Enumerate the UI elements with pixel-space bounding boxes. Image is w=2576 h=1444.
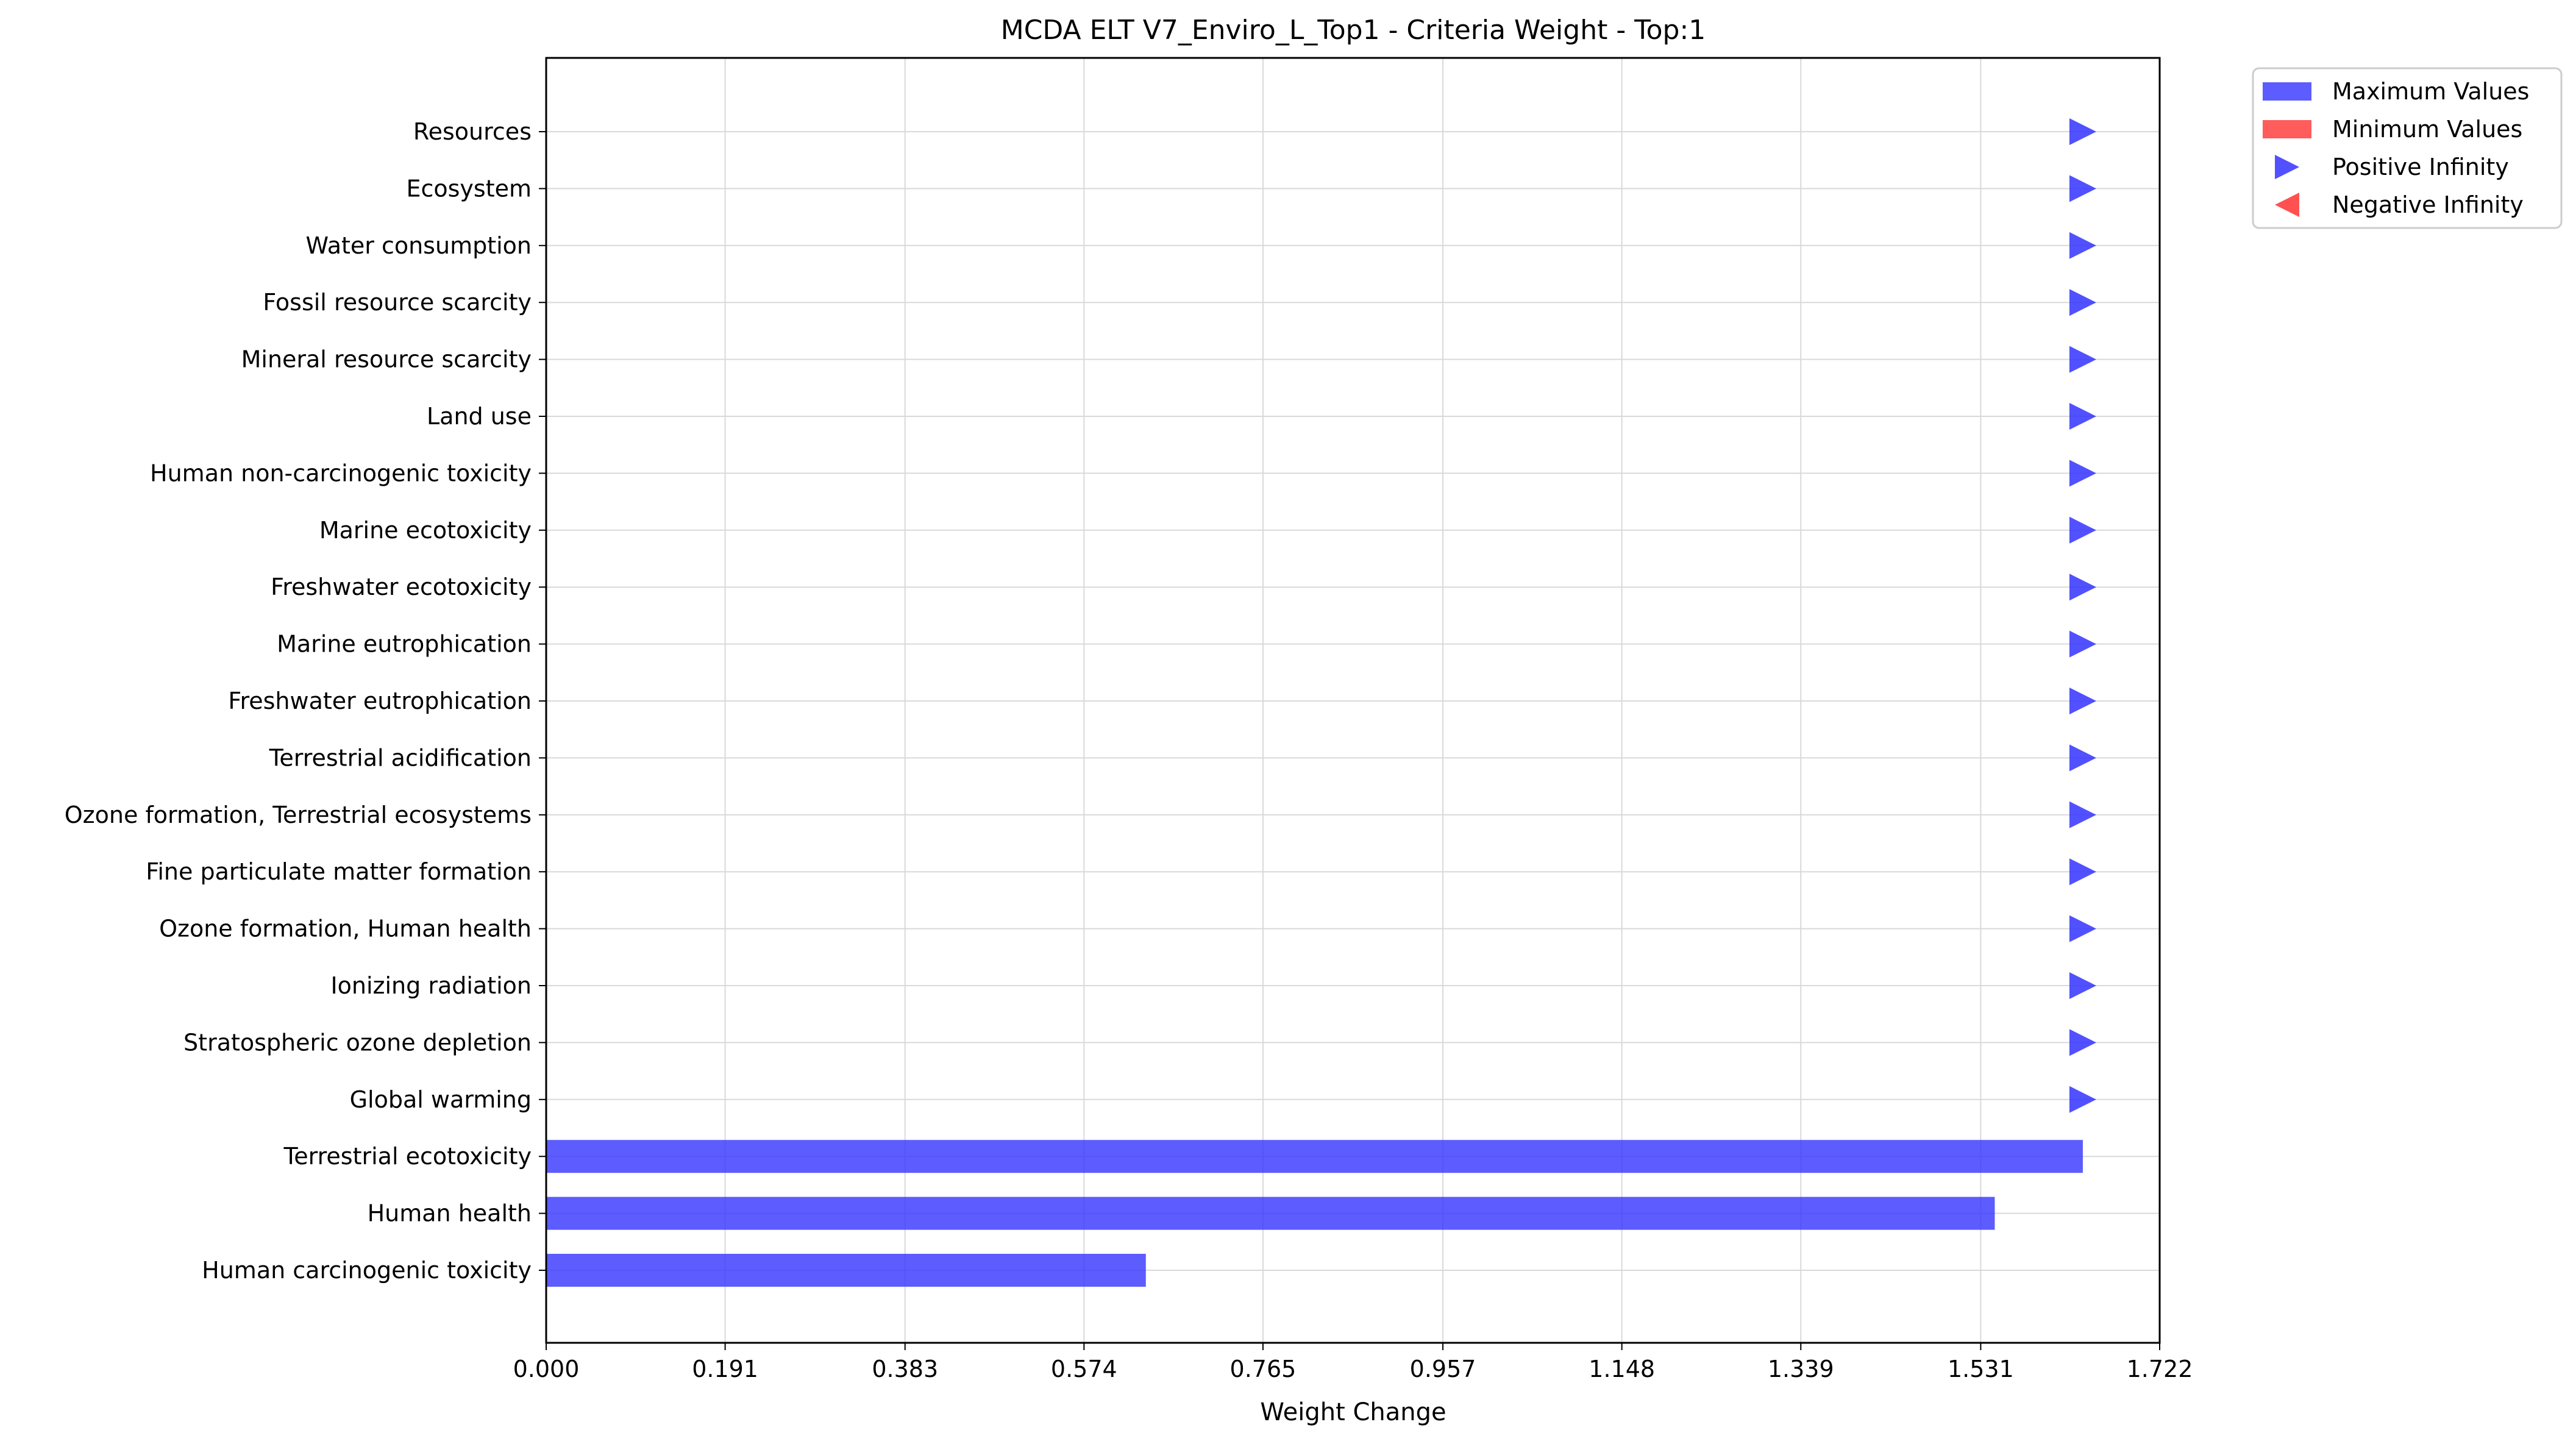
positive-infinity-marker [2069, 915, 2096, 942]
y-tick-label: Marine ecotoxicity [319, 517, 532, 544]
y-tick-label: Human health [368, 1200, 532, 1227]
max-value-bar [546, 1197, 1995, 1230]
x-tick-label: 1.722 [2127, 1356, 2193, 1382]
y-tick-label: Freshwater ecotoxicity [271, 574, 532, 600]
legend-frame [2252, 67, 2563, 229]
positive-infinity-marker [2069, 346, 2096, 373]
positive-infinity-marker [2069, 289, 2096, 316]
y-tick-label: Terrestrial acidification [269, 744, 532, 771]
x-tick-label: 0.191 [692, 1356, 758, 1382]
y-tick-label: Ionizing radiation [330, 972, 532, 999]
y-tick-label: Freshwater eutrophication [228, 688, 532, 714]
legend-swatch [2263, 82, 2311, 101]
positive-infinity-marker [2069, 460, 2096, 487]
x-tick-label: 1.148 [1589, 1356, 1655, 1382]
legend-label: Minimum Values [2332, 116, 2522, 143]
max-value-bar [546, 1140, 2083, 1173]
legend-label: Maximum Values [2332, 78, 2529, 105]
positive-infinity-marker [2069, 403, 2096, 430]
x-tick-label: 0.000 [513, 1356, 580, 1382]
x-axis: 0.000 0.191 0.383 0.574 0.765 0.957 1.148 1.339… [513, 1343, 2193, 1382]
y-tick-label: Water consumption [306, 232, 532, 259]
positive-infinity-marker [2069, 1029, 2096, 1056]
legend-label: Negative Infinity [2332, 191, 2524, 218]
y-tick-label: Stratospheric ozone depletion [183, 1029, 532, 1056]
positive-infinity-marker [2069, 175, 2096, 202]
y-tick-label: Ozone formation, Human health [159, 916, 532, 942]
legend-items: Maximum Values Minimum Values Positive Inf… [2263, 78, 2529, 218]
bars-layer [546, 1140, 2083, 1287]
positive-infinity-marker [2069, 1086, 2096, 1113]
x-tick-label: 0.383 [872, 1356, 938, 1382]
positive-infinity-marker [2069, 118, 2096, 145]
positive-infinity-marker [2069, 574, 2096, 601]
positive-infinity-marker [2069, 630, 2096, 658]
max-value-bar [546, 1254, 1146, 1287]
y-tick-label: Marine eutrophication [277, 631, 532, 658]
x-tick-label: 0.574 [1051, 1356, 1117, 1382]
y-tick-label: Ecosystem [406, 175, 532, 202]
y-tick-label: Global warming [350, 1086, 532, 1113]
y-tick-label: Mineral resource scarcity [241, 346, 532, 373]
x-tick-label: 1.531 [1948, 1356, 2014, 1382]
y-tick-label: Land use [427, 403, 532, 430]
positive-infinity-marker [2069, 801, 2096, 828]
positive-infinity-marker [2069, 232, 2096, 259]
legend-marker [2275, 155, 2299, 179]
positive-infinity-marker [2069, 858, 2096, 886]
chart-title: MCDA ELT V7_Enviro_L_Top1 - Criteria Wei… [1001, 15, 1706, 46]
legend-label: Positive Infinity [2332, 154, 2509, 180]
y-axis: Human carcinogenic toxicity Human health T… [65, 118, 546, 1284]
y-tick-label: Human carcinogenic toxicity [202, 1257, 532, 1284]
y-tick-label: Resources [413, 118, 532, 145]
x-tick-label: 0.765 [1230, 1356, 1297, 1382]
positive-infinity-marker [2069, 744, 2096, 772]
markers-layer [2069, 118, 2096, 1113]
x-tick-label: 0.957 [1410, 1356, 1476, 1382]
legend-swatch [2263, 120, 2311, 138]
x-tick-label: 1.339 [1768, 1356, 1834, 1382]
positive-infinity-marker [2069, 688, 2096, 714]
y-tick-label: Fossil resource scarcity [263, 289, 532, 316]
positive-infinity-marker [2069, 972, 2096, 999]
positive-infinity-marker [2069, 516, 2096, 544]
legend: Maximum Values Minimum Values Positive Inf… [2252, 67, 2563, 229]
y-tick-label: Human non-carcinogenic toxicity [150, 460, 532, 486]
y-tick-label: Fine particulate matter formation [146, 858, 532, 885]
y-tick-label: Ozone formation, Terrestrial ecosystems [65, 802, 532, 828]
legend-marker [2275, 193, 2299, 217]
x-axis-label: Weight Change [1260, 1398, 1446, 1426]
y-tick-label: Terrestrial ecotoxicity [283, 1143, 532, 1170]
